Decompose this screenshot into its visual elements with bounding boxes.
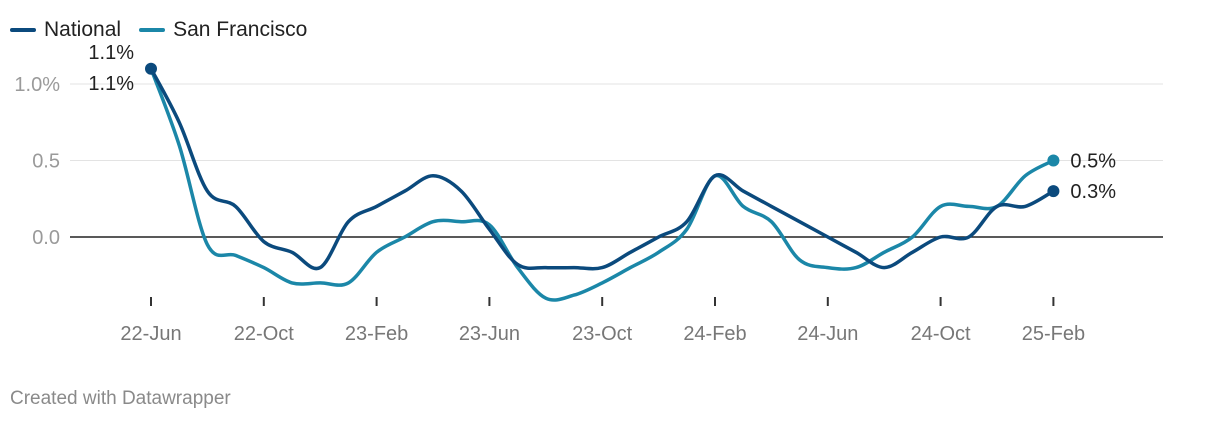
start-label-san-francisco: 1.1%: [88, 42, 134, 64]
legend-swatch-national: [10, 28, 36, 32]
legend: National San Francisco: [10, 16, 307, 44]
end-label-san-francisco: 0.5%: [1070, 151, 1116, 173]
x-tick-label: 22-Jun: [120, 323, 181, 345]
end-label-national: 0.3%: [1070, 181, 1116, 203]
x-tick-label: 23-Feb: [345, 323, 408, 345]
legend-swatch-san-francisco: [139, 28, 166, 32]
start-label-national: 1.1%: [88, 73, 134, 95]
legend-label-san-francisco: San Francisco: [173, 18, 308, 41]
x-tick-label: 24-Jun: [797, 323, 858, 345]
series-line-san-francisco: [149, 66, 1056, 302]
legend-label-national: National: [44, 18, 122, 41]
end-point-national: [1047, 185, 1060, 198]
x-tick-label: 25-Feb: [1022, 323, 1085, 345]
legend-item-san-francisco[interactable]: San Francisco: [139, 18, 307, 42]
y-tick-label: 0.0: [32, 227, 60, 249]
series-line-national: [149, 66, 1056, 271]
y-tick-label: 0.5: [32, 151, 60, 173]
start-point: [145, 62, 157, 75]
y-tick-label: 1.0%: [14, 74, 60, 96]
end-point-san-francisco: [1047, 154, 1060, 167]
credit-text: Created with Datawrapper: [10, 388, 231, 409]
x-tick-label: 23-Oct: [572, 323, 632, 345]
legend-item-national[interactable]: National: [10, 18, 121, 42]
x-tick-label: 24-Oct: [911, 323, 971, 345]
x-tick-label: 23-Jun: [459, 323, 520, 345]
x-tick-label: 24-Feb: [683, 323, 746, 345]
x-tick-label: 22-Oct: [234, 323, 294, 345]
